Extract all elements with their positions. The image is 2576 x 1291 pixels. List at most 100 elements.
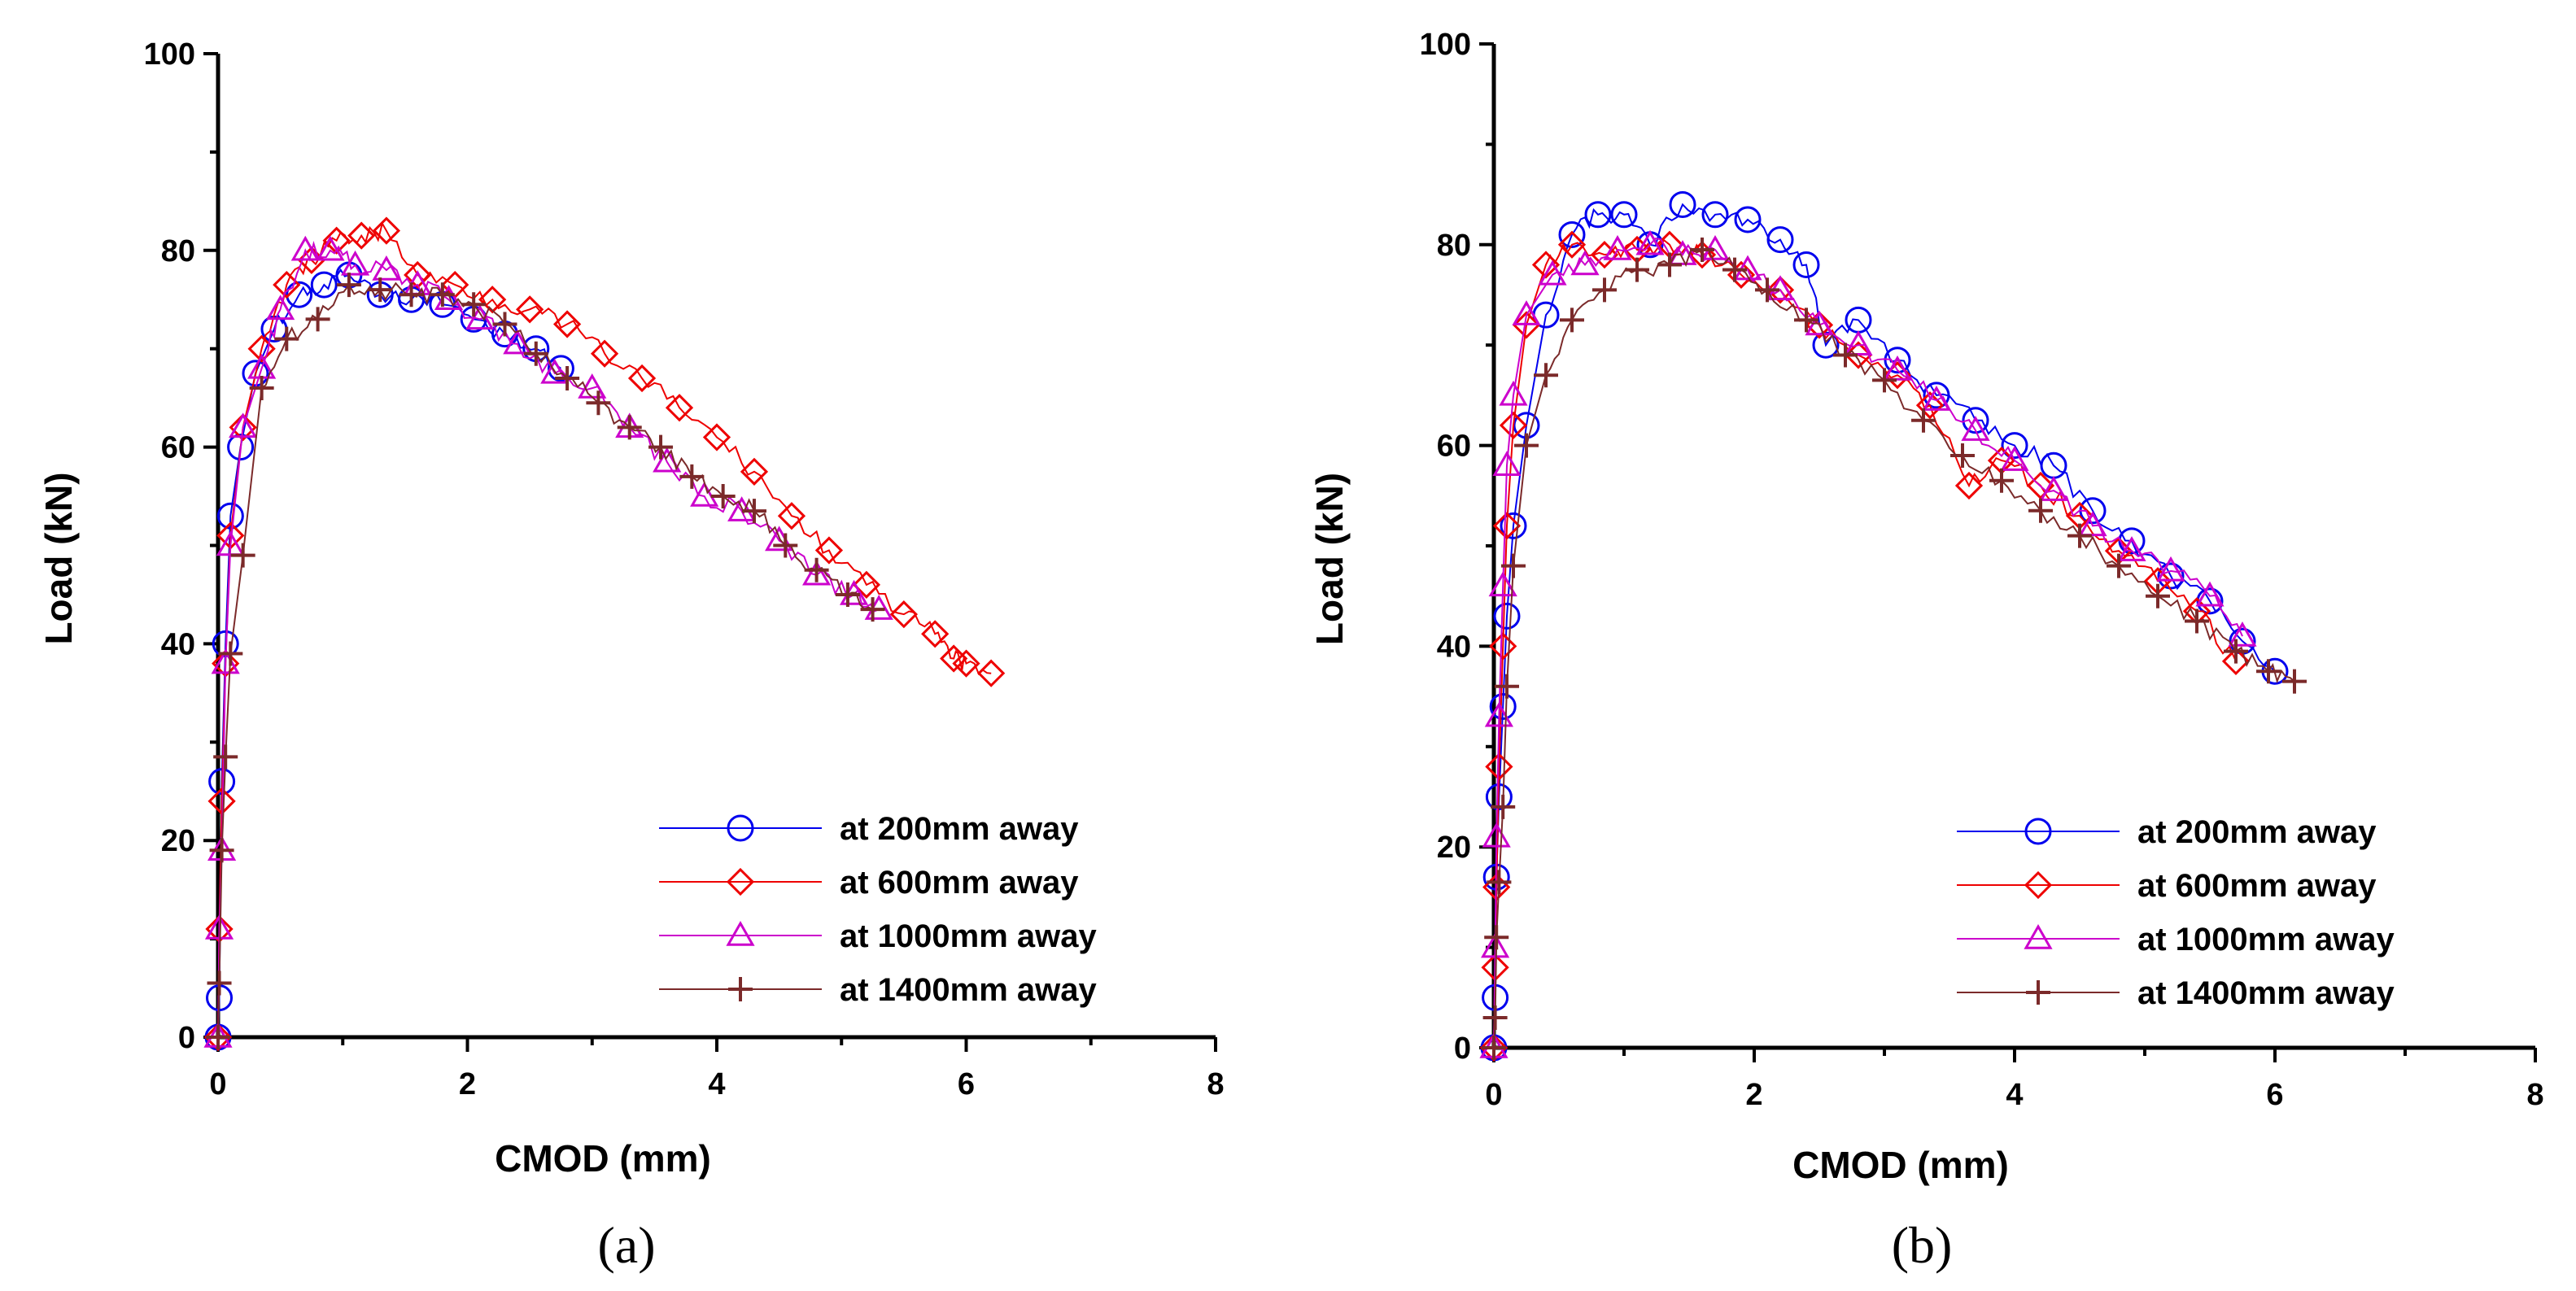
- data-point: [290, 235, 320, 261]
- data-point: [1722, 257, 1747, 282]
- data-point: [552, 310, 582, 338]
- x-tick-label: 8: [2526, 1078, 2543, 1112]
- data-point: [2156, 556, 2185, 582]
- data-point: [1911, 408, 1936, 433]
- data-point: [1833, 342, 1858, 368]
- series-line: [217, 281, 874, 1038]
- data-point: [310, 271, 338, 299]
- panel-label: (a): [597, 1216, 655, 1274]
- series-line: [1493, 203, 2276, 1049]
- legend-label: at 1000mm away: [2137, 922, 2395, 957]
- data-point: [2000, 446, 2029, 471]
- data-point: [247, 334, 276, 363]
- x-tick-label: 2: [459, 1067, 476, 1101]
- legend: at 200mm away at 600mm away at 1000mm away…: [1957, 814, 2395, 1011]
- data-point: [627, 364, 657, 393]
- legend-marker: [726, 920, 755, 946]
- data-point: [492, 312, 517, 337]
- chart-panel-a: 0 20 40 60 80 100 0 2 4 6 8 CMOD (mm) Load (kN) at 20…: [37, 37, 1225, 1274]
- data-point: [665, 394, 694, 422]
- legend-marker: [728, 977, 753, 1001]
- data-point: [860, 597, 885, 622]
- data-point: [372, 255, 401, 281]
- series-line: [217, 221, 992, 1038]
- data-point: [340, 250, 370, 276]
- y-tick-label: 60: [161, 431, 195, 465]
- data-point: [227, 434, 255, 461]
- data-point: [802, 560, 832, 586]
- data-point: [1668, 240, 1697, 265]
- data-point: [461, 292, 487, 317]
- data-point: [1755, 277, 1779, 303]
- data-point: [1872, 368, 1897, 393]
- data-point: [1592, 277, 1617, 303]
- y-tick-label: 20: [1437, 831, 1471, 865]
- legend-marker: [727, 814, 754, 842]
- data-point: [399, 282, 424, 307]
- data-point: [1491, 794, 1516, 819]
- data-point: [1950, 443, 1975, 468]
- data-point: [2067, 523, 2092, 548]
- data-point: [2001, 432, 2028, 460]
- x-tick-label: 0: [209, 1067, 226, 1101]
- data-point: [336, 273, 361, 298]
- data-point: [478, 286, 507, 314]
- data-point: [648, 434, 674, 460]
- data-point: [1961, 416, 1990, 441]
- y-axis-title: Load (kN): [37, 472, 80, 644]
- data-point: [1794, 307, 1818, 333]
- legend-marker: [726, 867, 755, 896]
- data-point: [617, 415, 642, 440]
- data-point: [516, 295, 544, 324]
- data-point: [1657, 252, 1682, 277]
- data-point: [1492, 512, 1522, 540]
- y-tick-label: 40: [161, 627, 195, 661]
- data-point: [2028, 498, 2053, 523]
- series-1: [1479, 230, 2251, 1062]
- data-point: [316, 235, 345, 261]
- data-point: [1531, 251, 1561, 279]
- legend-label: at 1000mm away: [840, 918, 1098, 954]
- legend-label: at 600mm away: [2137, 868, 2377, 904]
- data-point: [216, 530, 245, 556]
- data-point: [740, 457, 769, 486]
- data-point: [503, 329, 532, 355]
- data-point: [710, 484, 736, 509]
- data-point: [814, 536, 844, 565]
- x-tick-label: 0: [1485, 1078, 1502, 1112]
- data-point: [1734, 206, 1762, 233]
- legend-marker: [2024, 818, 2052, 845]
- data-point: [1915, 391, 1945, 420]
- data-point: [1500, 512, 1527, 539]
- data-point: [1766, 276, 1795, 304]
- data-point: [1560, 307, 1584, 333]
- data-point: [741, 499, 766, 524]
- data-point: [1923, 382, 1950, 409]
- data-point: [547, 355, 574, 382]
- data-point: [206, 1025, 230, 1049]
- data-point: [702, 423, 731, 451]
- data-point: [1487, 870, 1512, 895]
- data-point: [1884, 347, 1911, 374]
- data-point: [1514, 433, 1539, 458]
- data-point: [1501, 553, 1526, 578]
- data-point: [586, 390, 611, 416]
- data-point: [1922, 386, 1951, 411]
- y-tick-label: 60: [1437, 430, 1471, 464]
- data-point: [1482, 822, 1511, 848]
- data-point: [555, 365, 580, 390]
- y-tick-label: 100: [1420, 28, 1471, 62]
- data-point: [2039, 476, 2068, 501]
- data-point: [1989, 468, 2014, 493]
- data-point: [1482, 1005, 1508, 1030]
- legend-marker: [2024, 923, 2053, 949]
- data-point: [1610, 201, 1638, 229]
- series-2: [1479, 229, 2257, 1058]
- data-point: [286, 281, 313, 308]
- data-point: [2117, 536, 2146, 561]
- data-point: [852, 570, 881, 599]
- y-tick-label: 100: [144, 37, 195, 72]
- data-point: [347, 221, 376, 250]
- data-point: [2146, 583, 2170, 608]
